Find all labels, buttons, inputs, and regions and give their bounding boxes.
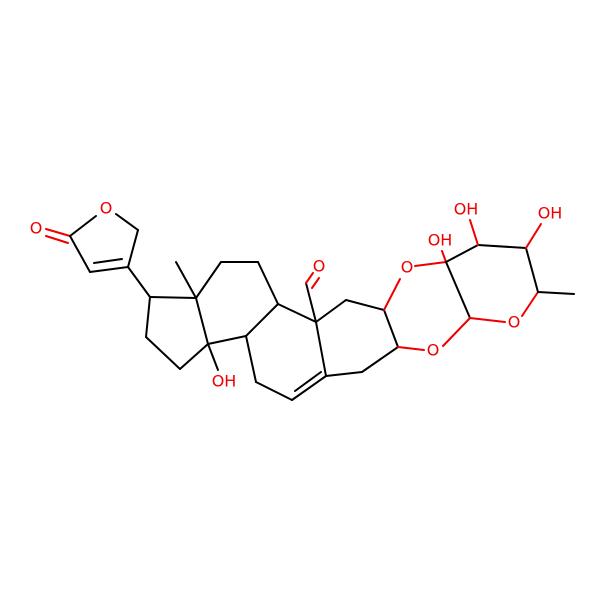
atom-label: O xyxy=(313,257,326,276)
atom-label: O xyxy=(427,341,440,360)
atom-label: OH xyxy=(212,372,237,391)
atom-label: O xyxy=(30,219,43,238)
bonds xyxy=(45,213,575,401)
atom-label: O xyxy=(508,313,521,332)
atom-label: O xyxy=(401,258,414,277)
atom-label: OH xyxy=(538,204,563,223)
atom-labels: O O O O O O OH OH OH OH xyxy=(30,199,563,391)
atom-label: OH xyxy=(428,231,453,250)
atom-label: O xyxy=(100,199,113,218)
atom-label: OH xyxy=(454,200,479,219)
